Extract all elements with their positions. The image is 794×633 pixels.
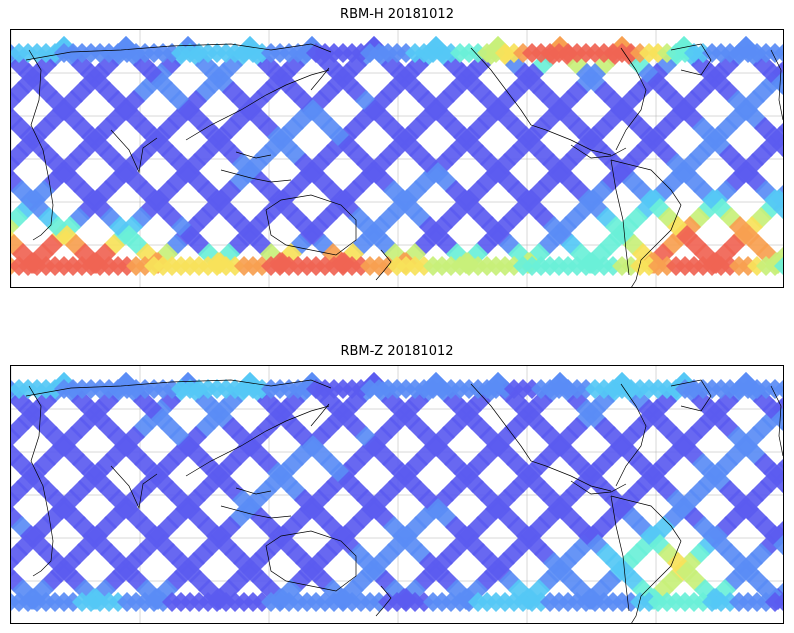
swath-cell xyxy=(11,453,32,475)
swath-cell xyxy=(11,427,21,447)
coastline xyxy=(235,487,272,495)
coastline xyxy=(185,405,330,477)
coastline xyxy=(770,49,783,121)
swath-cell xyxy=(774,44,783,62)
coastline xyxy=(310,403,330,427)
swath-cell xyxy=(11,507,24,529)
coastline xyxy=(235,151,272,159)
coastline xyxy=(670,379,712,412)
coastline xyxy=(28,49,54,241)
swath-cell xyxy=(783,256,784,276)
swath-cell xyxy=(11,117,32,139)
swath-map-rbm-z xyxy=(11,366,784,623)
coastline xyxy=(310,67,330,91)
map-title-rbm-h: RBM-H 20181012 xyxy=(340,7,454,22)
map-panel-rbm-h xyxy=(10,29,784,288)
swath-cell xyxy=(783,43,784,63)
swath-lattice xyxy=(11,36,784,276)
coastline xyxy=(375,585,392,617)
swath-cell xyxy=(782,217,783,219)
swath-cell xyxy=(773,199,783,219)
coastline xyxy=(470,47,612,156)
coastline xyxy=(615,47,647,151)
swath-cell xyxy=(11,219,19,235)
coastline xyxy=(265,194,357,256)
swath-cell xyxy=(774,593,783,611)
swath-cell xyxy=(774,257,783,275)
coastline xyxy=(25,43,332,61)
swath-cell xyxy=(11,491,20,509)
coastline xyxy=(570,144,627,159)
swath-cell xyxy=(11,570,25,592)
coastline xyxy=(610,495,630,612)
swath-lattice xyxy=(11,372,784,612)
swath-cell xyxy=(783,379,784,399)
coastline xyxy=(610,159,630,276)
coastline xyxy=(570,480,627,495)
swath-cell xyxy=(781,489,783,493)
map-panel-rbm-z xyxy=(10,365,784,624)
coastline xyxy=(110,465,158,510)
swath-cell xyxy=(781,153,783,157)
swath-cell xyxy=(772,471,783,493)
swath-cell xyxy=(782,553,783,555)
coastline xyxy=(470,383,612,492)
swath-cell xyxy=(783,592,784,612)
coastlines xyxy=(25,43,783,287)
coastline xyxy=(615,383,647,487)
swath-cell xyxy=(780,89,783,95)
swath-cell xyxy=(11,91,21,111)
swath-cell xyxy=(11,555,19,571)
swath-map-rbm-h xyxy=(11,30,784,287)
coastline xyxy=(610,495,682,623)
map-title-rbm-z: RBM-Z 20181012 xyxy=(340,344,454,359)
swath-cell xyxy=(11,234,25,256)
swath-cell xyxy=(773,535,783,555)
swath-cell xyxy=(11,155,20,173)
swath-cell xyxy=(774,380,783,398)
coastline xyxy=(28,385,54,577)
coastline xyxy=(265,530,357,592)
coastline xyxy=(375,249,392,281)
swath-cell xyxy=(780,425,783,431)
coastline xyxy=(25,379,332,397)
coastlines xyxy=(25,379,783,623)
coastline xyxy=(770,385,783,457)
coastline xyxy=(670,43,712,76)
swath-cell xyxy=(772,135,783,157)
coastline xyxy=(185,69,330,141)
swath-cell xyxy=(11,171,24,193)
coastline xyxy=(110,129,158,174)
coastline xyxy=(610,159,682,287)
coastline xyxy=(220,169,292,183)
coastline xyxy=(220,505,292,519)
